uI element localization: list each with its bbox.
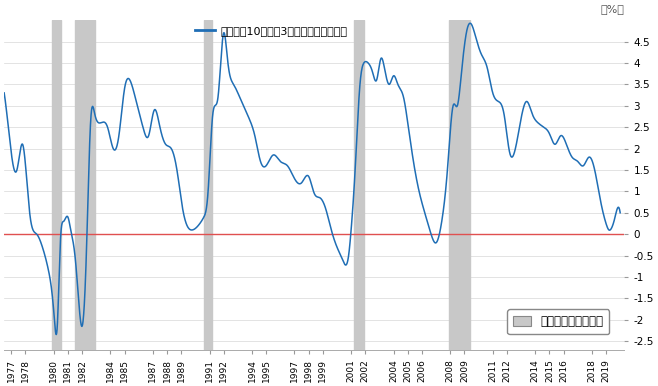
Bar — [75, 20, 95, 350]
Bar — [53, 20, 61, 350]
Bar — [354, 20, 364, 350]
Bar — [449, 20, 470, 350]
Bar — [204, 20, 213, 350]
Text: （%）: （%） — [601, 3, 624, 14]
Legend: 米国のリセッション: 米国のリセッション — [507, 309, 609, 334]
